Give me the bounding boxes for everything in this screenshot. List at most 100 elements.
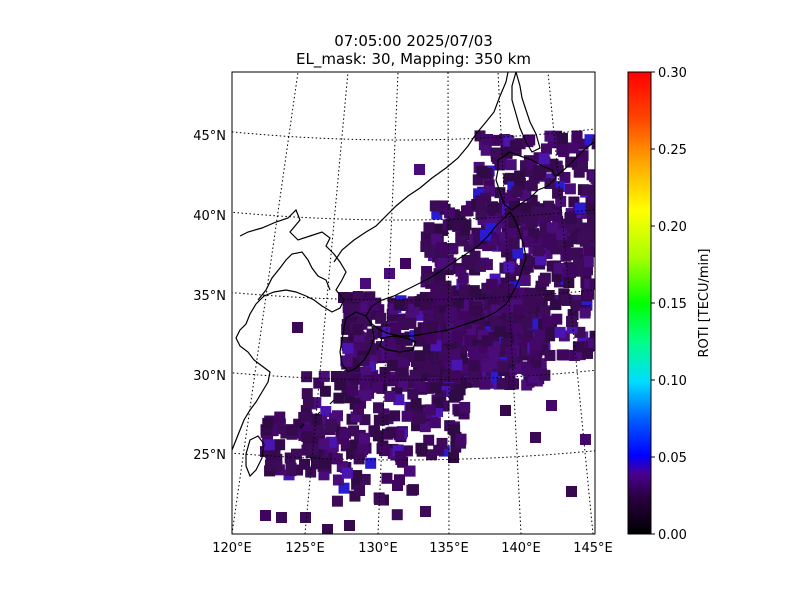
roti-cell	[576, 151, 588, 163]
roti-cell	[511, 299, 523, 311]
roti-cell	[350, 373, 362, 385]
roti-cell	[414, 335, 426, 347]
roti-cell	[384, 390, 396, 402]
roti-cell	[365, 343, 377, 355]
roti-cell	[274, 411, 286, 423]
colorbar-tick-label: 0.20	[658, 220, 687, 235]
roti-cell	[552, 215, 564, 227]
roti-cell	[571, 217, 583, 229]
roti-cell	[421, 265, 433, 277]
roti-cell	[508, 313, 520, 325]
coastline-shikoku	[379, 335, 417, 353]
roti-cell	[429, 200, 441, 212]
roti-cell	[319, 458, 331, 470]
roti-cell	[422, 343, 434, 355]
roti-cell	[420, 241, 432, 253]
roti-cell	[446, 218, 458, 230]
roti-cell	[441, 355, 453, 367]
roti-cell	[486, 278, 498, 290]
roti-cell	[459, 229, 471, 241]
roti-cell	[474, 130, 486, 142]
roti-cell	[359, 376, 371, 388]
roti-cell	[515, 363, 527, 375]
roti-cell	[543, 290, 555, 302]
roti-cell	[430, 282, 442, 294]
roti-cell	[583, 245, 595, 257]
roti-cell	[521, 317, 533, 329]
roti-cell	[353, 453, 365, 465]
roti-cell	[481, 361, 493, 373]
roti-cell	[449, 371, 461, 383]
lon-tick-label: 120°E	[212, 541, 252, 556]
roti-cell	[450, 390, 462, 402]
roti-cell	[553, 276, 565, 288]
roti-cell	[351, 478, 363, 490]
roti-cell	[448, 452, 459, 463]
roti-cell	[449, 424, 461, 436]
roti-cell	[372, 430, 384, 442]
roti-cell	[558, 349, 570, 361]
roti-cell	[425, 333, 437, 345]
colorbar-ticks: 0.00 0.05 0.10 0.15 0.20 0.25 0.30	[651, 66, 687, 543]
roti-cell	[325, 418, 337, 430]
roti-cell	[532, 169, 544, 181]
roti-cell	[596, 428, 607, 439]
roti-cell	[586, 203, 595, 215]
colorbar	[627, 71, 652, 535]
roti-cell	[360, 278, 371, 289]
roti-cell	[449, 348, 461, 360]
roti-cell	[359, 338, 371, 350]
roti-cell	[582, 256, 594, 268]
roti-cell	[581, 184, 593, 196]
roti-cell	[589, 330, 595, 342]
roti-cell	[527, 318, 539, 330]
roti-cell	[530, 432, 541, 443]
roti-cell	[573, 166, 585, 178]
roti-cell	[546, 260, 558, 272]
roti-cell	[526, 194, 538, 206]
roti-cell	[528, 228, 540, 240]
roti-cell	[455, 433, 467, 445]
roti-cell	[320, 406, 332, 418]
roti-cell	[583, 288, 595, 300]
roti-cell	[431, 406, 443, 418]
roti-cell	[375, 327, 387, 339]
roti-cell	[520, 345, 532, 357]
lat-tick-label: 30°N	[193, 369, 226, 384]
roti-cell	[291, 448, 303, 460]
roti-cell	[505, 270, 517, 282]
roti-cell	[378, 445, 390, 457]
roti-cell	[473, 323, 485, 335]
roti-cell	[512, 247, 524, 259]
roti-cell	[509, 279, 521, 291]
roti-cell	[285, 462, 297, 474]
roti-cell	[271, 453, 283, 465]
roti-cell	[483, 206, 495, 218]
roti-cell	[452, 330, 464, 342]
roti-cell	[556, 229, 568, 241]
roti-cell	[587, 211, 595, 223]
roti-cell	[546, 323, 558, 335]
roti-cell	[452, 297, 464, 309]
roti-cell	[352, 291, 364, 303]
roti-cell	[421, 299, 433, 311]
roti-cell	[325, 436, 337, 448]
roti-cell	[301, 388, 313, 400]
roti-cell	[436, 242, 447, 253]
roti-cell	[360, 367, 372, 379]
roti-cell	[531, 205, 543, 217]
roti-cell	[330, 371, 342, 383]
roti-cell	[310, 414, 322, 426]
roti-cell	[573, 257, 585, 269]
meridian-line	[497, 72, 522, 534]
roti-cell	[310, 449, 322, 461]
roti-cell	[502, 283, 514, 295]
meridian-line	[547, 72, 594, 534]
roti-cell	[566, 315, 578, 327]
roti-cell	[468, 346, 480, 358]
roti-cell	[518, 329, 530, 341]
map-title-time: 07:05:00 2025/07/03	[334, 32, 493, 50]
roti-cell	[544, 349, 556, 361]
roti-cell	[562, 236, 574, 248]
roti-cell	[301, 371, 313, 383]
